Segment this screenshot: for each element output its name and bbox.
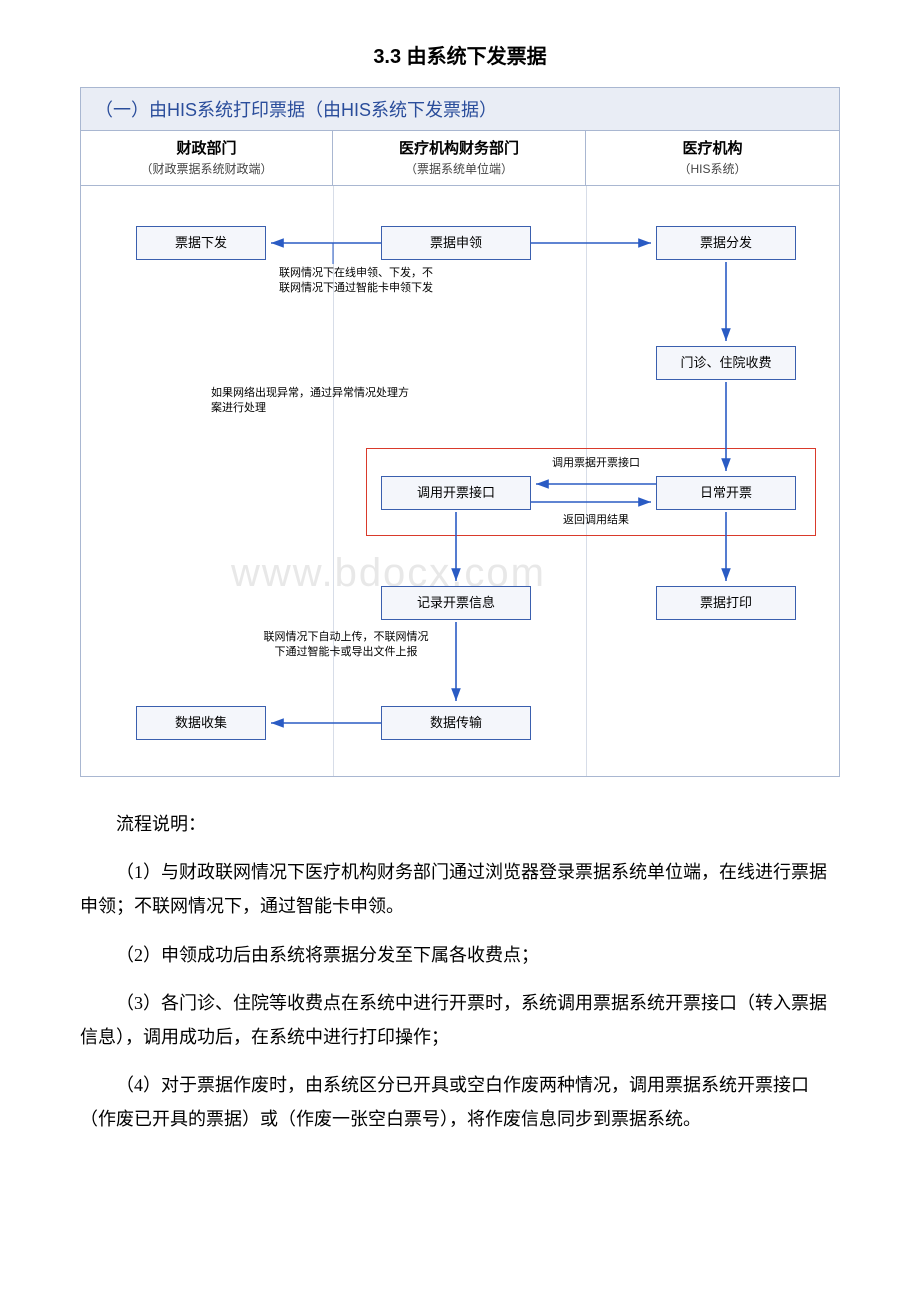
- flow-diagram: （一）由HIS系统打印票据（由HIS系统下发票据） 财政部门 （财政票据系统财政…: [80, 87, 840, 777]
- lane-head-finance: 财政部门 （财政票据系统财政端）: [81, 131, 333, 185]
- lane-headers: 财政部门 （财政票据系统财政端） 医疗机构财务部门 （票据系统单位端） 医疗机构…: [81, 131, 839, 186]
- paragraph: （2）申领成功后由系统将票据分发至下属各收费点；: [80, 938, 840, 972]
- paragraph: （1）与财政联网情况下医疗机构财务部门通过浏览器登录票据系统单位端，在线进行票据…: [80, 855, 840, 923]
- flow-arrows: [81, 186, 839, 776]
- lane-head-medfin: 医疗机构财务部门 （票据系统单位端）: [333, 131, 586, 185]
- diagram-title: （一）由HIS系统打印票据（由HIS系统下发票据）: [81, 88, 839, 131]
- paragraph: （3）各门诊、住院等收费点在系统中进行开票时，系统调用票据系统开票接口（转入票据…: [80, 986, 840, 1054]
- lane-head-his: 医疗机构 （HIS系统）: [586, 131, 839, 185]
- paragraph: （4）对于票据作废时，由系统区分已开具或空白作废两种情况，调用票据系统开票接口（…: [80, 1068, 840, 1136]
- intro: 流程说明：: [80, 807, 840, 841]
- section-heading: 3.3 由系统下发票据: [80, 40, 840, 69]
- body-text: 流程说明： （1）与财政联网情况下医疗机构财务部门通过浏览器登录票据系统单位端，…: [80, 807, 840, 1137]
- diagram-canvas: www.bdocx.com 票据下发 票据申领 票据分发 门诊、住院收费 调用开…: [81, 186, 839, 776]
